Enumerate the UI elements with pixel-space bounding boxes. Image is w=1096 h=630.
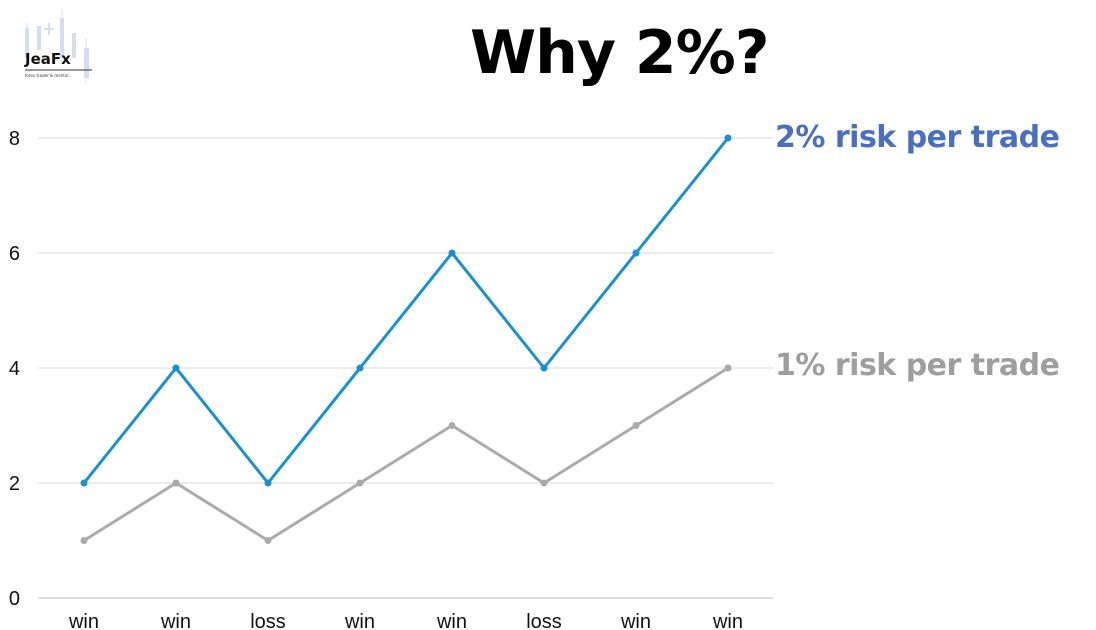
data-point-1pct: [448, 422, 456, 429]
x-tick-label: win: [344, 611, 375, 630]
data-point-2pct: [632, 249, 640, 257]
logo-name: JeaFx: [25, 50, 71, 68]
data-point-2pct: [80, 479, 88, 487]
series-line-1pct: [83, 366, 729, 542]
data-point-1pct: [80, 537, 88, 544]
x-tick-label: win: [68, 611, 99, 630]
data-point-2pct: [724, 134, 732, 142]
data-point-1pct: [540, 479, 548, 487]
data-point-1pct: [632, 422, 640, 429]
data-point-1pct: [264, 537, 272, 544]
y-tick-label: 8: [9, 128, 20, 150]
logo-tagline: forex trader & mentor.: [25, 73, 70, 78]
x-tick-label: win: [620, 611, 651, 630]
jeafx-logo-icon: [25, 10, 92, 83]
x-tick-label: win: [436, 611, 467, 630]
data-point-2pct: [264, 479, 272, 487]
y-tick-label: 4: [9, 358, 20, 380]
x-tick-label: win: [160, 611, 191, 630]
data-point-1pct: [724, 364, 732, 372]
x-tick-label: win: [712, 611, 743, 630]
y-tick-label: 2: [9, 473, 20, 495]
data-point-2pct: [356, 364, 364, 372]
data-point-2pct: [540, 364, 548, 372]
series-line-2pct: [82, 137, 730, 485]
x-tick-label: loss: [526, 611, 562, 630]
data-point-1pct: [356, 479, 364, 487]
page-title: Why 2%?: [470, 18, 770, 88]
series-label-1pct: 1% risk per trade: [775, 348, 1060, 383]
y-tick-label: 6: [9, 243, 20, 265]
x-tick-label: loss: [250, 611, 286, 630]
series-label-2pct: 2% risk per trade: [775, 120, 1060, 155]
data-point-1pct: [172, 479, 180, 487]
data-point-2pct: [448, 249, 456, 257]
y-tick-label: 0: [9, 588, 20, 610]
data-point-2pct: [172, 364, 180, 372]
